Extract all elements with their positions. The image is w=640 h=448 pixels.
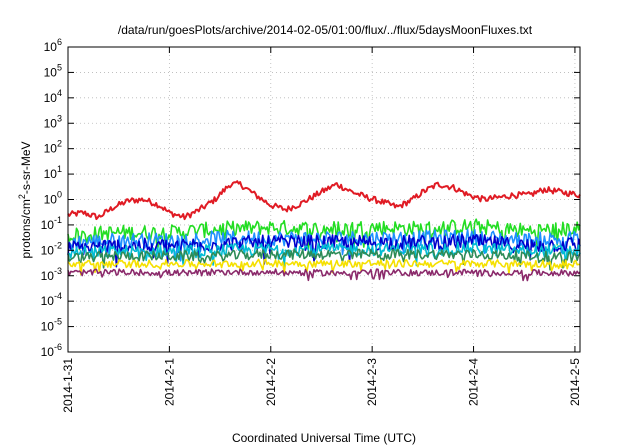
y-axis-label-main: protons/cm — [19, 199, 33, 258]
x-tick-label: 2014-2-1 — [162, 358, 176, 406]
y-tick-label: 10-6 — [41, 342, 62, 359]
series-line-8 — [67, 268, 581, 282]
y-tick-label: 102 — [44, 139, 62, 156]
series-line-1 — [67, 180, 581, 221]
series-line-4 — [67, 233, 581, 268]
y-tick-label: 10-5 — [41, 317, 62, 334]
x-axis-label: Coordinated Universal Time (UTC) — [232, 431, 416, 445]
y-tick-label: 10-1 — [41, 215, 62, 232]
y-tick-label: 10-3 — [41, 266, 62, 283]
y-tick-label: 101 — [44, 164, 62, 181]
x-tick-label: 2014-2-4 — [467, 358, 481, 406]
x-axis-ticks: 2014-1-31 2014-2-1 2014-2-2 2014-2-3 2014-2-… — [61, 47, 582, 413]
series-line-7 — [67, 258, 581, 276]
y-tick-label: 105 — [44, 62, 62, 79]
y-tick-label: 104 — [44, 88, 62, 105]
grid-lines — [68, 47, 580, 352]
series-line-2 — [67, 218, 581, 253]
series-layer — [67, 180, 581, 282]
y-tick-label: 10-4 — [41, 291, 62, 308]
y-axis-label-rest: -s-sr-MeV — [19, 141, 33, 194]
x-tick-label: 2014-2-5 — [568, 358, 582, 406]
series-line-5 — [67, 241, 581, 268]
y-tick-label: 10-2 — [41, 240, 62, 257]
y-tick-label: 106 — [44, 37, 62, 54]
y-axis-ticks: 10-6 10-5 10-4 10-3 10-2 10-1 100 101 102 103 104 1… — [41, 37, 580, 359]
y-axis-label: protons/cm2-s-sr-MeV — [17, 141, 33, 258]
y-tick-label: 103 — [44, 113, 62, 130]
x-tick-label: 2014-2-3 — [365, 358, 379, 406]
y-tick-label: 100 — [44, 190, 62, 207]
y-axis-label-superscript: 2 — [17, 194, 27, 199]
x-tick-label: 2014-2-2 — [264, 358, 278, 406]
x-tick-label: 2014-1-31 — [61, 358, 75, 413]
series-line-6 — [67, 248, 581, 271]
chart-title: /data/run/goesPlots/archive/2014-02-05/0… — [118, 23, 533, 37]
